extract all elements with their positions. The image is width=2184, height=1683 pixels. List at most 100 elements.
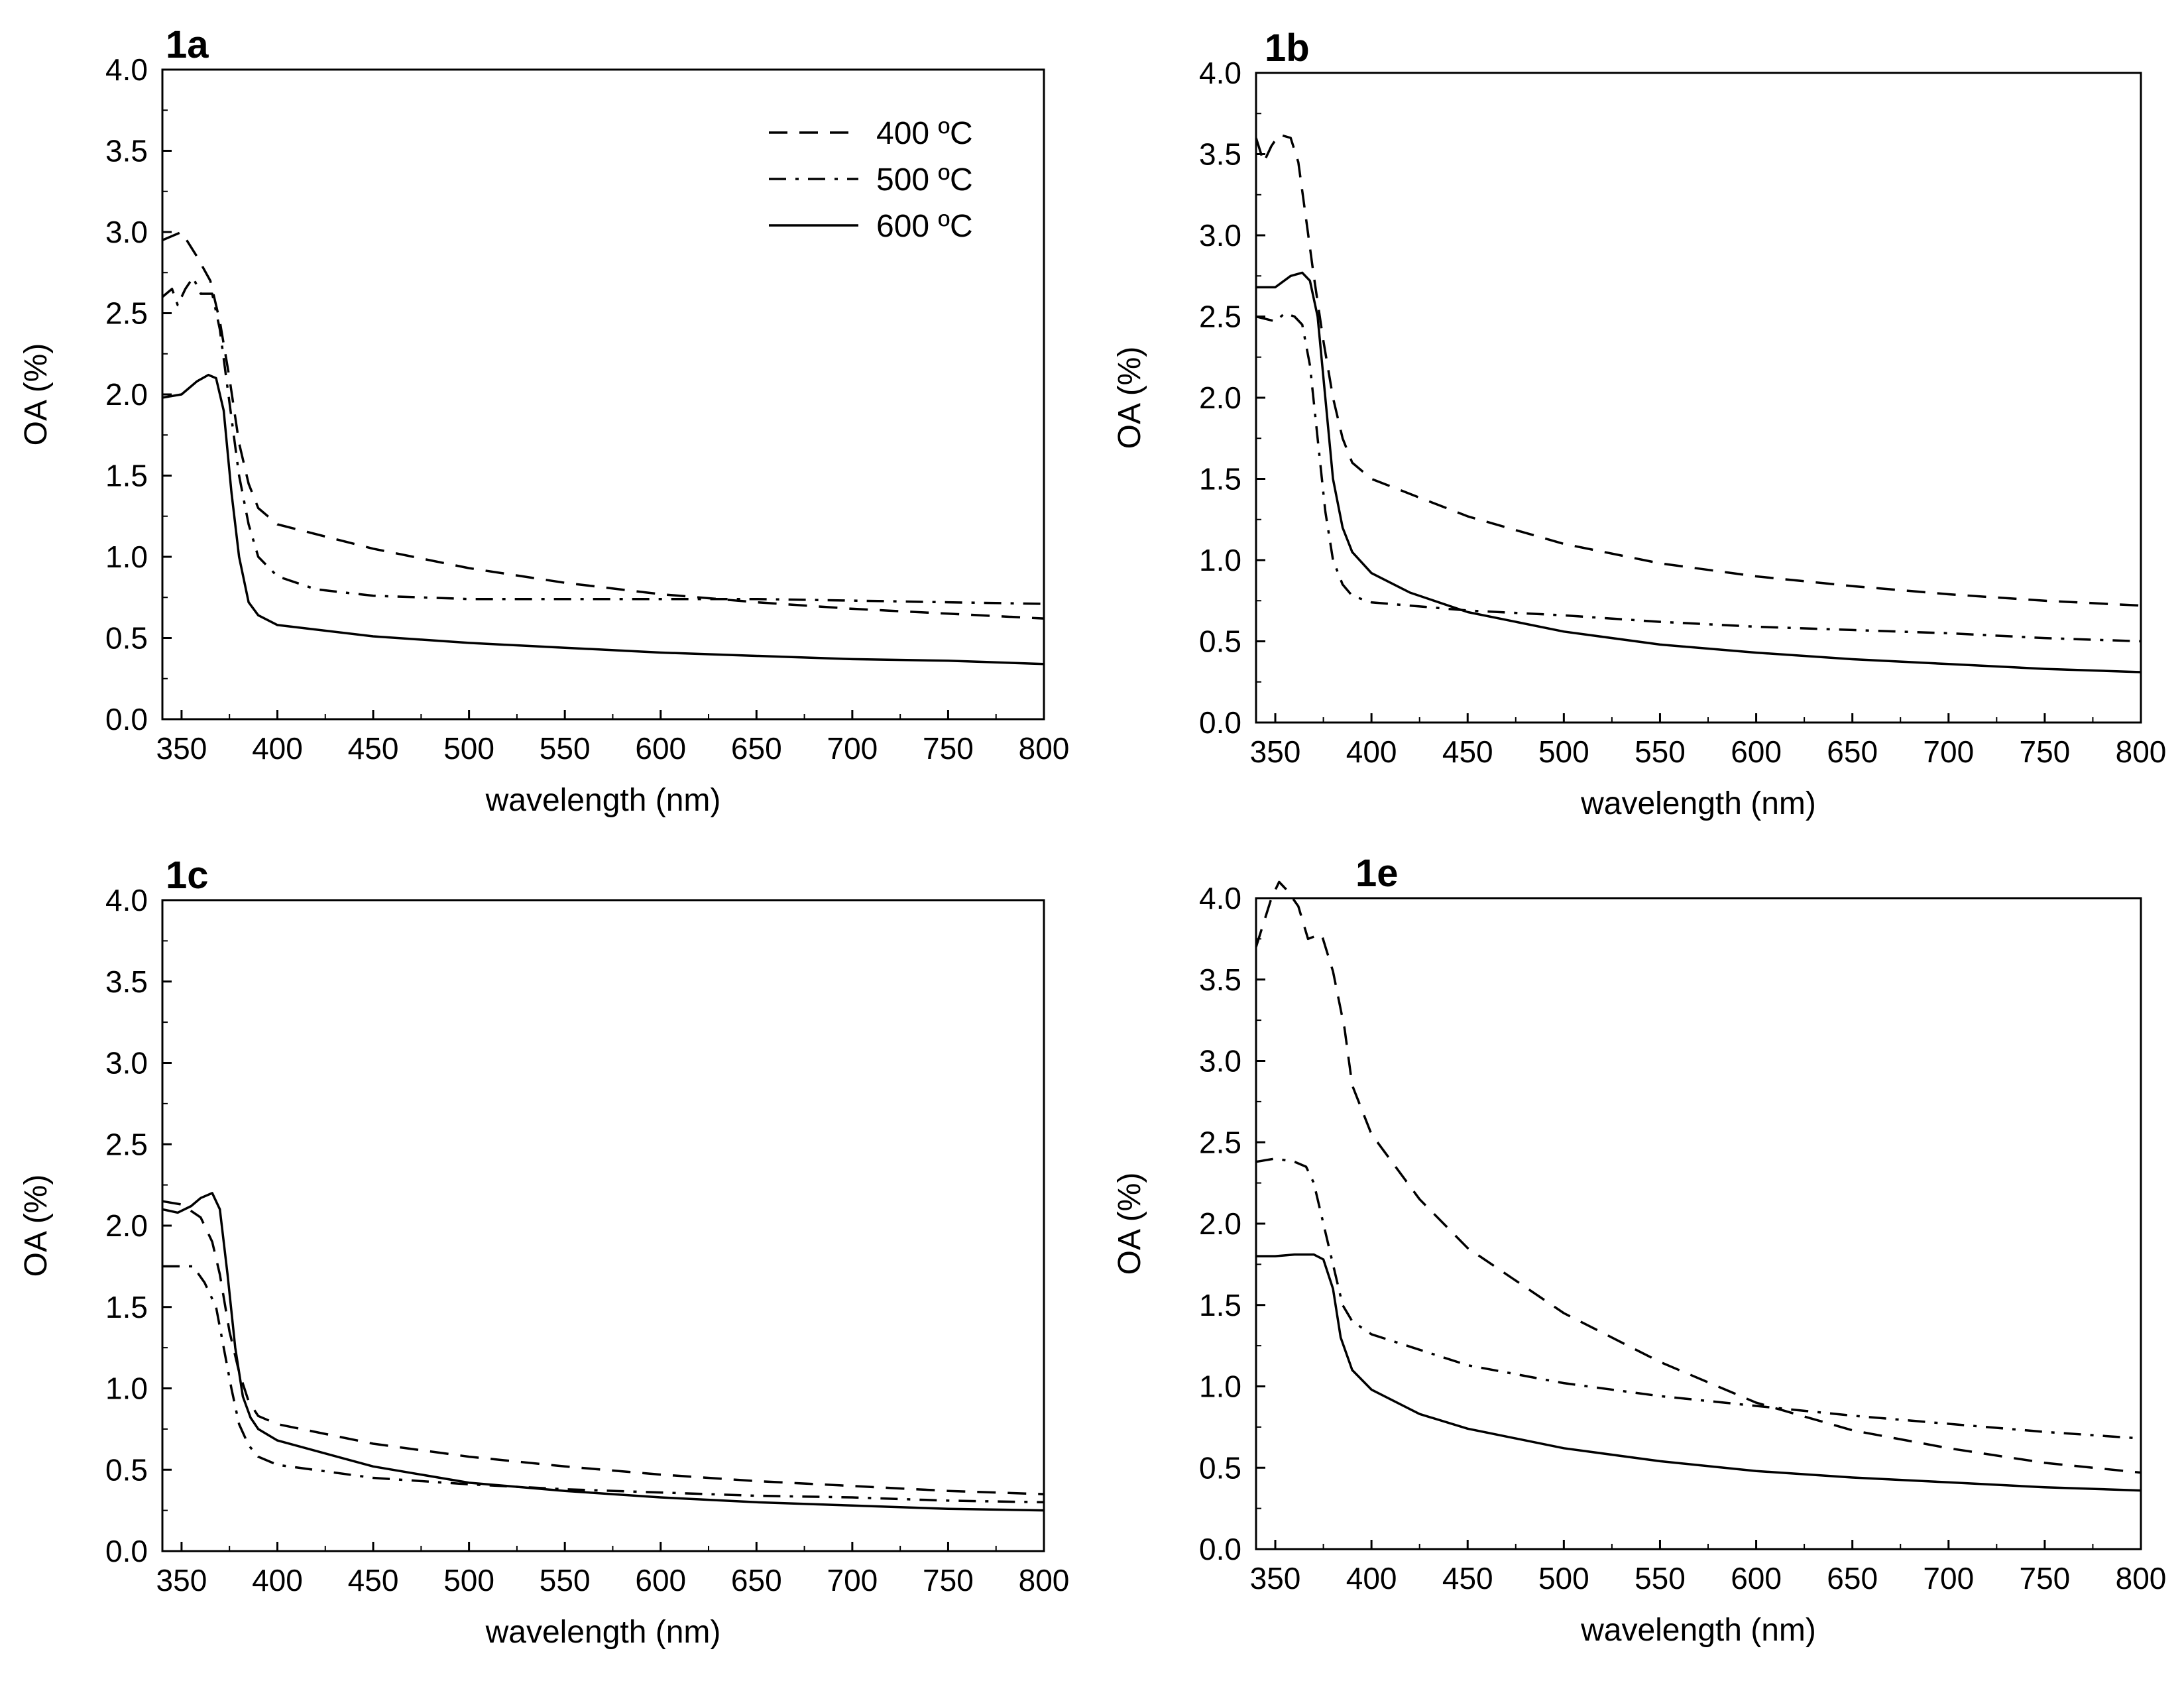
x-tick-label: 750: [923, 1563, 974, 1597]
panel-title: 1e: [1355, 852, 1399, 895]
x-tick-label: 750: [923, 731, 974, 766]
panel-title: 1b: [1265, 27, 1310, 70]
series-line-dashed: [1255, 133, 2142, 607]
y-tick-label: 3.0: [1199, 1044, 1241, 1078]
series-line-dashdot: [162, 1265, 1045, 1504]
x-tick-label: 800: [2116, 734, 2167, 769]
x-tick-label: 600: [1731, 734, 1782, 769]
x-axis-label: wavelength (nm): [485, 1615, 721, 1650]
x-tick-label: 450: [1442, 1561, 1493, 1596]
x-tick-label: 600: [1731, 1561, 1782, 1596]
y-tick-label: 0.0: [1199, 1532, 1241, 1566]
x-tick-label: 650: [1827, 734, 1878, 769]
x-tick-label: 450: [348, 1563, 399, 1597]
y-tick-label: 0.0: [105, 1534, 148, 1568]
y-tick-label: 2.5: [105, 1127, 148, 1161]
y-tick-label: 3.5: [105, 134, 148, 168]
x-tick-label: 750: [2020, 1561, 2071, 1596]
legend-label: 600 ºC: [876, 209, 973, 244]
y-tick-label: 2.0: [105, 1208, 148, 1243]
series-line-solid: [1256, 1253, 2142, 1492]
series-line-dashed: [1255, 880, 2142, 1474]
x-tick-label: 700: [827, 731, 878, 766]
panel-title: 1c: [166, 854, 209, 897]
x-tick-label: 400: [1346, 734, 1397, 769]
legend-label: 500 ºC: [876, 162, 973, 198]
y-tick-label: 1.5: [1199, 462, 1241, 496]
y-tick-label: 4.0: [1199, 56, 1241, 90]
x-tick-label: 650: [731, 1563, 782, 1597]
y-axis-label: OA (%): [19, 1175, 54, 1277]
y-axis-label: OA (%): [1112, 1173, 1147, 1275]
x-tick-label: 550: [1635, 1561, 1686, 1596]
series-line-dashdot: [161, 276, 1045, 605]
y-tick-label: 2.5: [1199, 300, 1241, 334]
y-tick-label: 2.0: [105, 377, 148, 412]
series-line-dashed: [162, 1200, 1045, 1495]
y-tick-label: 1.5: [1199, 1288, 1241, 1322]
y-tick-label: 2.0: [1199, 380, 1241, 415]
y-tick-label: 0.5: [105, 621, 148, 656]
x-tick-label: 350: [156, 1563, 207, 1597]
y-axis-label: OA (%): [19, 343, 54, 446]
x-tick-label: 800: [1019, 1563, 1070, 1597]
y-tick-label: 3.5: [1199, 137, 1241, 172]
x-tick-label: 500: [443, 1563, 494, 1597]
series-line-solid: [1256, 271, 2142, 673]
x-tick-label: 750: [2020, 734, 2071, 769]
series-line-solid: [162, 373, 1045, 666]
series-line-dashed: [162, 231, 1045, 620]
series-line-dashdot: [1255, 312, 2142, 643]
legend-label: 400 ºC: [876, 116, 973, 151]
x-tick-label: 450: [348, 731, 399, 766]
panels: 1a 350 400 450 500 550 600 650 700 750 800 0.0 0.5 1.…: [19, 23, 2166, 1650]
y-tick-label: 0.5: [1199, 1450, 1241, 1485]
chart-panel-1e: 1e 350 400 450 500 550 600 650 700 750 800 0.0 0.5 1.…: [1112, 852, 2166, 1648]
legend: 400 ºC 500 ºC 600 ºC: [769, 116, 973, 244]
y-tick-label: 2.0: [1199, 1206, 1241, 1241]
chart-panel-1c: 1c 350 400 450 500 550 600 650 700 750 800 0.0 0.5 1.…: [19, 854, 1069, 1650]
y-tick-label: 3.5: [1199, 962, 1241, 997]
y-tick-label: 1.5: [105, 459, 148, 493]
x-tick-label: 450: [1442, 734, 1493, 769]
y-tick-label: 2.5: [105, 296, 148, 331]
x-tick-label: 400: [252, 731, 303, 766]
panel-title: 1a: [166, 23, 209, 66]
y-tick-label: 1.0: [105, 540, 148, 574]
y-tick-label: 1.0: [105, 1371, 148, 1406]
y-tick-label: 3.5: [105, 964, 148, 999]
x-tick-label: 350: [1250, 1561, 1301, 1596]
y-tick-label: 1.0: [1199, 543, 1241, 577]
chart-panel-1a: 1a 350 400 450 500 550 600 650 700 750 800 0.0 0.5 1.…: [19, 23, 1069, 818]
y-tick-label: 4.0: [1199, 881, 1241, 915]
x-tick-label: 350: [156, 731, 207, 766]
x-tick-label: 700: [1923, 734, 1974, 769]
x-tick-label: 500: [1538, 734, 1589, 769]
y-tick-label: 1.0: [1199, 1369, 1241, 1404]
x-axis-label: wavelength (nm): [1580, 1613, 1816, 1648]
y-tick-label: 0.0: [1199, 705, 1241, 740]
series-line-dashdot: [1255, 1157, 2142, 1440]
x-tick-label: 600: [635, 1563, 686, 1597]
y-axis-label: OA (%): [1112, 347, 1147, 449]
x-tick-label: 550: [1635, 734, 1686, 769]
x-tick-label: 650: [1827, 1561, 1878, 1596]
x-tick-label: 400: [1346, 1561, 1397, 1596]
y-tick-label: 3.0: [1199, 218, 1241, 253]
x-tick-label: 400: [252, 1563, 303, 1597]
y-tick-label: 0.5: [1199, 624, 1241, 659]
y-tick-label: 4.0: [105, 52, 148, 87]
y-tick-label: 2.5: [1199, 1125, 1241, 1159]
x-tick-label: 350: [1250, 734, 1301, 769]
x-tick-label: 600: [635, 731, 686, 766]
y-tick-label: 0.5: [105, 1452, 148, 1487]
x-tick-label: 500: [1538, 1561, 1589, 1596]
x-axis-label: wavelength (nm): [1580, 786, 1816, 821]
x-tick-label: 700: [1923, 1561, 1974, 1596]
x-axis-label: wavelength (nm): [485, 783, 721, 818]
x-tick-label: 550: [540, 731, 591, 766]
y-tick-label: 1.5: [105, 1290, 148, 1324]
x-tick-label: 650: [731, 731, 782, 766]
